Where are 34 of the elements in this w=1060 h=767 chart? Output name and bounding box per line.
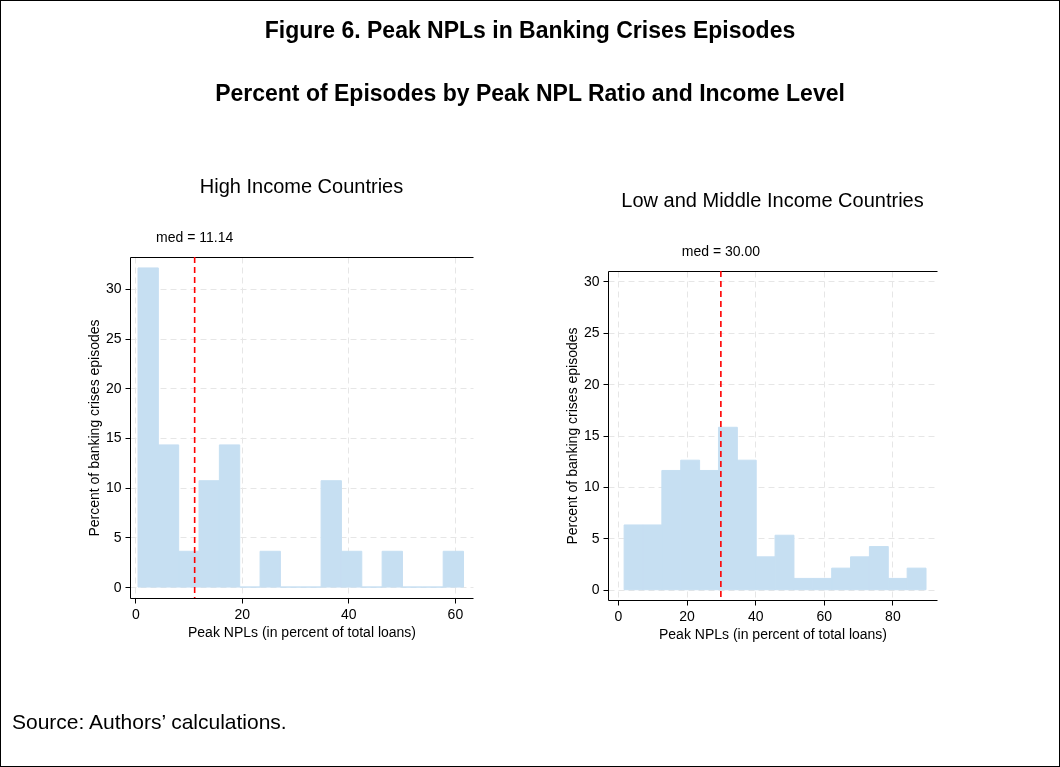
text: Figure 6. Peak NPLs in Banking Crises Episodes: [263, 17, 797, 44]
x-tick-label: 60: [816, 607, 833, 624]
y-axis-title: Percent of banking crises episodes: [85, 319, 102, 537]
y-tick-label: 15: [105, 429, 122, 446]
y-tick-label: 20: [105, 379, 122, 396]
text: Percent of Episodes by Peak NPL Ratio and Income Level: [214, 80, 846, 107]
ref-line-label: med = 30.00: [681, 243, 761, 259]
x-tick-label: 80: [885, 607, 901, 624]
y-tick-label: 25: [583, 324, 600, 341]
x-tick-label: 60: [447, 605, 464, 622]
x-tick-label: 40: [747, 607, 764, 624]
chart-title: Low and Middle Income Countries: [621, 189, 924, 211]
x-tick-label: 0: [131, 605, 140, 622]
x-axis-title: Peak NPLs (in percent of total loans): [658, 625, 888, 642]
chart-title: High Income Countries: [199, 175, 404, 197]
x-axis-title: Peak NPLs (in percent of total loans): [187, 623, 417, 640]
y-tick-label: 0: [591, 581, 600, 598]
source-note: Source: Authors’ calculations.: [12, 710, 287, 734]
x-tick-label: 20: [679, 607, 696, 624]
y-tick-label: 5: [113, 528, 122, 545]
y-tick-label: 10: [583, 478, 600, 495]
y-tick-label: 5: [591, 529, 600, 546]
y-axis-title: Percent of banking crises episodes: [563, 327, 580, 545]
y-tick-label: 20: [583, 375, 600, 392]
y-tick-label: 10: [105, 479, 122, 496]
x-tick-label: 20: [234, 605, 251, 622]
ref-line-label: med = 11.14: [156, 229, 234, 245]
y-tick-label: 15: [583, 427, 600, 443]
x-tick-label: 0: [614, 607, 623, 624]
y-tick-label: 30: [583, 272, 600, 289]
y-tick-label: 0: [113, 578, 122, 595]
y-tick-label: 30: [105, 280, 122, 297]
x-tick-label: 40: [341, 605, 357, 622]
y-tick-label: 25: [105, 330, 122, 347]
